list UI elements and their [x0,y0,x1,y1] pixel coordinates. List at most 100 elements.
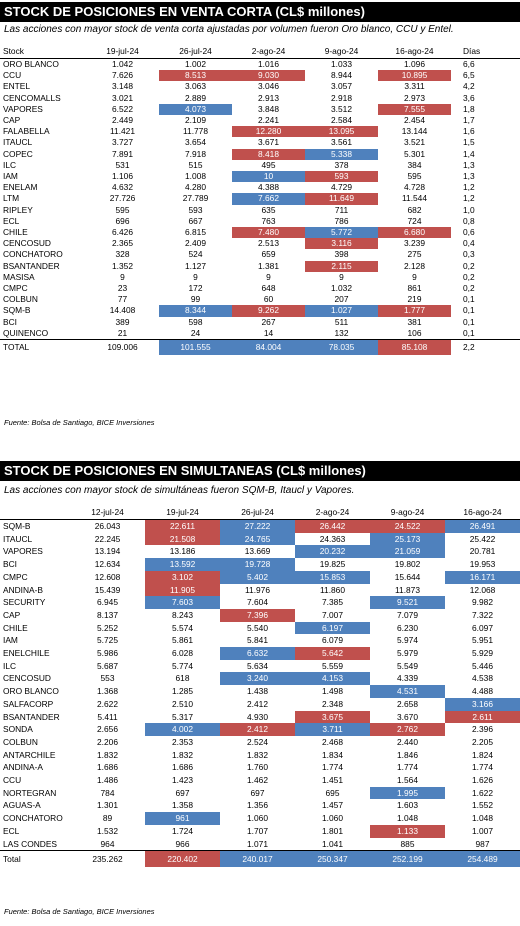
column-header: 26-jul-24 [159,45,232,59]
table-row: CENCOSUD 553 618 3.240 4.153 4.339 4.538 [0,672,520,686]
table-row: ITAUCL 22.245 21.508 24.765 24.363 25.173 25.4… [0,532,520,546]
stock-name-cell: CMPC [3,283,28,294]
value-cell: 12.608 [94,571,121,582]
stock-name-cell: BSANTANDER [3,711,60,722]
value-cell: 3.021 [112,92,133,103]
value-cell: 101.555 [159,339,232,356]
venta-corta-table: Stock 19-jul-24 26-jul-24 2-ago-24 9-ago… [0,45,520,356]
stock-name-cell: COLBUN [3,294,38,305]
value-cell: 593 [188,204,203,215]
value-cell: 1.451 [322,775,343,786]
value-cell: 1.457 [322,800,343,811]
value-cell: 1.686 [172,762,193,773]
table-row: COLBUN 2.206 2.353 2.524 2.468 2.440 2.205 [0,736,520,749]
value-cell: 5.301 [404,148,425,159]
value-cell: 1.603 [397,800,418,811]
table-row: NORTEGRAN 784 697 697 695 1.995 1.622 [0,786,520,800]
value-cell: 2.611 [445,710,520,724]
table-row: ITAUCL 3.727 3.654 3.671 3.561 3.521 1,5 [0,137,520,148]
value-cell: 27.726 [109,193,136,204]
value-cell: 5.252 [97,622,118,633]
value-cell: 2.454 [404,115,425,126]
stock-name-cell: COPEC [3,148,33,159]
value-cell: 21.508 [145,532,220,546]
value-cell: 667 [188,215,203,226]
simultaneas-subtitle: Las acciones con mayor stock de simultán… [4,485,355,496]
value-cell: 7.079 [397,609,418,620]
value-cell: 60 [263,294,274,305]
value-cell: 378 [334,159,349,170]
value-cell: 3.046 [258,81,279,92]
days-cell: 1,2 [463,182,475,193]
column-header: 9-ago-24 [305,45,378,59]
stock-name-cell: COLBUN [3,736,38,747]
stock-name-cell: ILC [3,159,17,170]
value-cell: 398 [334,249,349,260]
value-cell: 172 [188,283,203,294]
value-cell: 1.462 [247,775,268,786]
value-cell: 2.658 [397,698,418,709]
value-cell: 5.986 [97,648,118,659]
value-cell: 1.626 [472,775,493,786]
value-cell: 3.311 [404,81,425,92]
stock-name-cell: LTM [3,193,20,204]
value-cell: 1.774 [322,762,343,773]
value-cell: 21 [117,327,128,338]
value-cell: 15.644 [394,571,421,582]
value-cell: 595 [115,204,130,215]
stock-name-cell: ANDINA-A [3,762,44,773]
value-cell: 16.171 [445,570,520,584]
table-row: ENELAM 4.632 4.280 4.388 4.729 4.728 1,2 [0,182,520,193]
table-row: MASISA 9 9 9 9 9 0,2 [0,272,520,283]
value-cell: 2.656 [97,724,118,735]
stock-name-cell: ILC [3,660,17,671]
value-cell: 11.873 [395,584,420,595]
value-cell: 99 [190,294,201,305]
stock-name-cell: VAPORES [3,103,43,114]
value-cell: 9 [120,271,125,282]
value-cell: 1.033 [331,59,352,69]
value-cell: 19.728 [220,558,295,571]
value-cell: 381 [407,316,422,327]
value-cell: 1.774 [472,762,493,773]
value-cell: 515 [188,159,203,170]
value-cell: 27.222 [220,519,295,533]
value-cell: 2.348 [322,698,343,709]
value-cell: 524 [188,249,203,260]
value-cell: 7.396 [220,608,295,622]
value-cell: 4.280 [185,182,206,193]
stock-name-cell: TOTAL [0,339,86,356]
value-cell: 1.368 [97,686,118,697]
value-cell: 20.781 [469,546,496,557]
table-row: FALABELLA 11.421 11.778 12.280 13.095 13.144 1… [0,126,520,138]
value-cell: 267 [261,316,276,327]
value-cell: 2.412 [220,723,295,736]
stock-name-cell: ORO BLANCO [3,686,59,697]
table-row: CAP 8.137 8.243 7.396 7.007 7.079 7.322 [0,608,520,622]
stock-name-cell: SONDA [3,724,33,735]
value-cell: 4.930 [247,711,268,722]
value-cell: 5.642 [295,647,370,660]
column-header: 16-ago-24 [378,45,451,59]
value-cell: 7.480 [232,227,305,239]
value-cell: 4.339 [397,673,418,684]
table-row: SECURITY 6.945 7.603 7.604 7.385 9.521 9.982 [0,596,520,609]
value-cell: 7.891 [112,148,133,159]
stock-name-cell: CHILE [3,622,28,633]
stock-name-cell: CCU [3,775,22,786]
value-cell: 9.262 [232,305,305,317]
table-row: SQM-B 14.408 8.344 9.262 1.027 1.777 0,1 [0,305,520,317]
days-cell: 1,4 [463,148,475,159]
value-cell: 8.944 [331,70,352,81]
value-cell: 1.002 [185,59,206,69]
value-cell: 14 [263,327,274,338]
value-cell: 4.728 [404,182,425,193]
value-cell: 3.561 [331,137,352,148]
table-row: CHILE 6.426 6.815 7.480 5.772 6.680 0,6 [0,227,520,239]
table-row: CMPC 12.608 3.102 5.402 15.853 15.644 16.171 [0,570,520,584]
table-row: CAP 2.449 2.109 2.241 2.584 2.454 1,7 [0,115,520,126]
venta-corta-title: STOCK DE POSICIONES EN VENTA CORTA (CL$ … [0,2,520,22]
value-cell: 11.649 [305,193,378,205]
value-cell: 5.979 [397,648,418,659]
value-cell: 987 [475,838,490,849]
